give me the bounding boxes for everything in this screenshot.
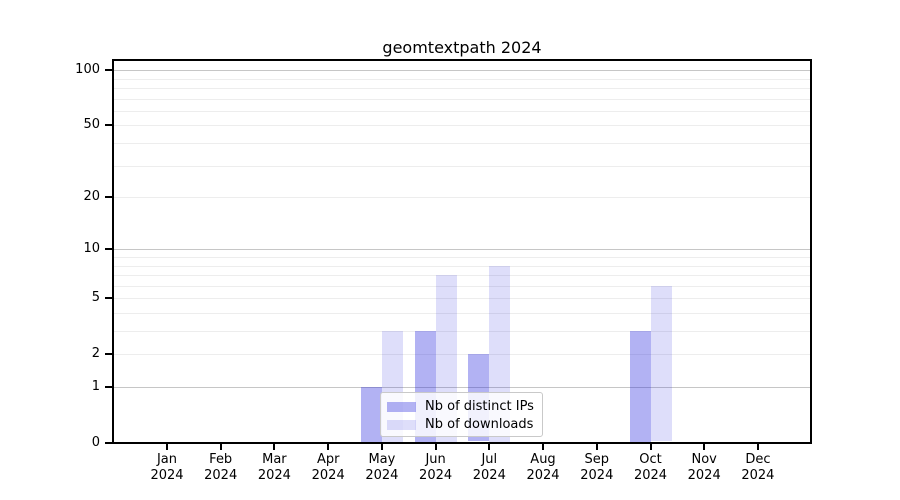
- gridline-minor: [114, 98, 810, 100]
- legend-entry-distinct-ips: Nb of distinct IPs: [387, 399, 536, 415]
- gridline-minor: [114, 78, 810, 80]
- gridline-minor: [114, 265, 810, 267]
- x-tick-month: Dec: [745, 452, 771, 467]
- x-tick-mark: [649, 444, 652, 450]
- x-tick-label: Jun 2024: [396, 452, 476, 484]
- x-tick-year: 2024: [150, 468, 184, 483]
- x-tick-year: 2024: [419, 468, 453, 483]
- x-tick-year: 2024: [580, 468, 614, 483]
- x-tick-year: 2024: [365, 468, 399, 483]
- x-tick-mark: [703, 444, 706, 450]
- x-tick-month: May: [368, 452, 396, 467]
- x-tick-label: Dec 2024: [718, 452, 798, 484]
- gridline-minor: [114, 165, 810, 167]
- gridline-minor: [114, 197, 810, 198]
- gridline-minor: [114, 331, 810, 332]
- x-tick-month: Jun: [425, 452, 446, 467]
- x-tick-label: Sep 2024: [557, 452, 637, 484]
- x-tick-month: Jul: [481, 452, 498, 467]
- x-tick-label: Mar 2024: [234, 452, 314, 484]
- y-tick-label: 20: [83, 189, 100, 204]
- x-tick-month: Jan: [156, 452, 178, 467]
- x-tick-year: 2024: [526, 468, 560, 483]
- y-tick-label: 1: [91, 379, 100, 394]
- bar-distinct-ips-oct: [629, 331, 651, 442]
- x-tick-year: 2024: [633, 468, 668, 483]
- chart-title: geomtextpath 2024: [382, 38, 542, 57]
- x-tick-label: Apr 2024: [288, 452, 368, 484]
- gridline-decade: [114, 70, 810, 72]
- y-tick-mark: [105, 248, 112, 251]
- gridline-decade: [114, 387, 810, 388]
- x-tick-label: May 2024: [342, 452, 422, 484]
- legend-swatch-distinct-ips: [387, 402, 416, 412]
- y-tick-label: 50: [83, 117, 100, 133]
- legend: Nb of distinct IPs Nb of downloads: [380, 392, 543, 437]
- y-tick-mark: [105, 196, 112, 198]
- x-tick-mark: [542, 444, 544, 450]
- x-tick-month: Apr: [316, 452, 340, 467]
- y-tick-mark: [105, 124, 112, 127]
- gridline-minor: [114, 298, 810, 300]
- x-tick-label: Feb 2024: [181, 452, 261, 484]
- x-tick-mark: [756, 444, 759, 450]
- gridline-minor: [114, 275, 810, 276]
- bar-distinct-ips-may: [360, 387, 382, 442]
- x-tick-year: 2024: [257, 468, 291, 483]
- gridline-minor: [114, 110, 810, 112]
- y-tick-label: 5: [91, 290, 100, 306]
- legend-label-distinct-ips: Nb of distinct IPs: [425, 399, 534, 414]
- x-tick-mark: [166, 444, 168, 450]
- gridline-minor: [114, 257, 810, 258]
- gridline-minor: [114, 142, 810, 144]
- y-tick-mark: [105, 442, 112, 444]
- x-tick-label: Jul 2024: [449, 452, 529, 484]
- y-tick-label: 2: [91, 346, 100, 362]
- x-tick-mark: [219, 444, 222, 450]
- x-tick-mark: [327, 444, 330, 450]
- gridline-decade: [114, 249, 810, 251]
- x-tick-year: 2024: [311, 468, 345, 483]
- gridline-minor: [114, 125, 810, 127]
- x-tick-month: Mar: [262, 452, 287, 467]
- legend-swatch-downloads: [387, 420, 416, 430]
- x-tick-label: Aug 2024: [503, 452, 583, 484]
- x-tick-year: 2024: [687, 468, 721, 483]
- legend-label-downloads: Nb of downloads: [425, 417, 534, 432]
- gridline-minor: [114, 313, 810, 314]
- y-tick-mark: [105, 353, 112, 356]
- x-tick-mark: [273, 444, 276, 450]
- x-tick-month: Nov: [691, 452, 717, 467]
- x-tick-month: Oct: [639, 452, 662, 467]
- x-tick-year: 2024: [741, 468, 775, 483]
- x-tick-month: Aug: [530, 452, 556, 467]
- gridline-minor: [114, 285, 810, 287]
- x-tick-label: Nov 2024: [664, 452, 744, 484]
- y-tick-mark: [105, 386, 112, 388]
- x-tick-mark: [380, 444, 383, 450]
- y-tick-mark: [105, 297, 112, 300]
- x-tick-mark: [488, 444, 491, 450]
- gridline-minor: [114, 87, 810, 89]
- x-tick-mark: [434, 444, 437, 450]
- x-tick-label: Oct 2024: [611, 452, 691, 484]
- legend-entry-downloads: Nb of downloads: [387, 417, 536, 433]
- x-tick-year: 2024: [204, 468, 238, 483]
- gridline-minor: [114, 354, 810, 356]
- x-tick-mark: [595, 444, 598, 450]
- bar-downloads-oct: [650, 285, 672, 442]
- x-tick-label: Jan 2024: [127, 452, 207, 484]
- y-tick-label: 100: [75, 62, 100, 78]
- x-tick-month: Sep: [584, 452, 610, 467]
- x-tick-year: 2024: [472, 468, 506, 483]
- y-tick-label: 0: [91, 435, 100, 450]
- y-tick-label: 10: [83, 241, 100, 257]
- x-tick-month: Feb: [209, 452, 233, 467]
- y-tick-mark: [105, 69, 112, 72]
